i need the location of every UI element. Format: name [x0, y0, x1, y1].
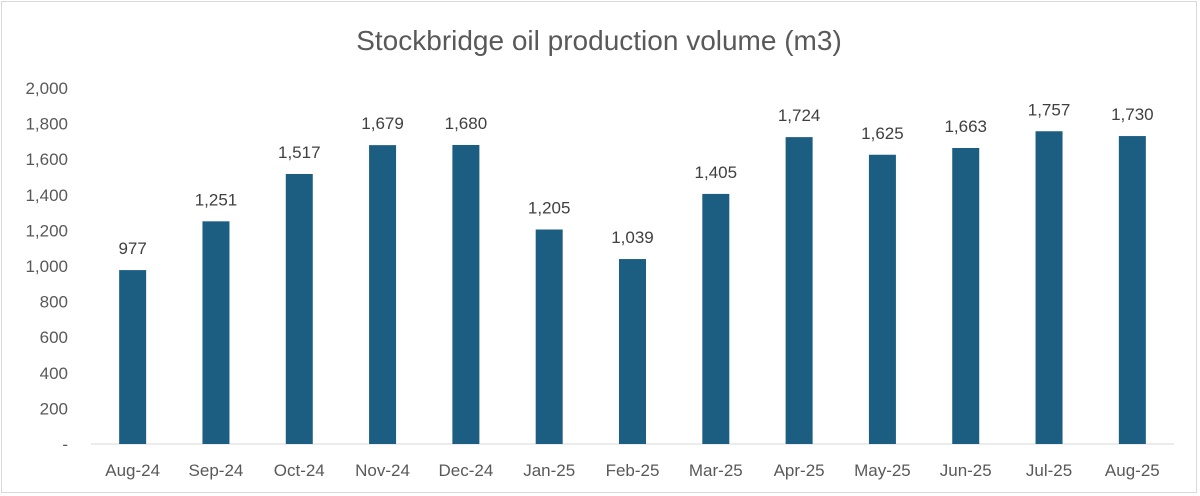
- y-tick-label: 1,400: [25, 186, 68, 205]
- bar-dec-24: [452, 144, 480, 444]
- bar-sep-24: [202, 221, 230, 444]
- y-tick-label: 1,800: [25, 115, 68, 134]
- bar-jan-25: [535, 229, 563, 444]
- data-labels-group: 977 1,251 1,517 1,679 1,680 1,205 1,039 1,405 1,…: [118, 100, 1153, 258]
- data-label: 1,517: [278, 143, 321, 162]
- data-label: 977: [118, 239, 146, 258]
- bar-jul-25: [1035, 131, 1063, 444]
- y-tick-label: 200: [40, 399, 68, 418]
- data-label: 1,663: [944, 117, 987, 136]
- bar-aug-24: [119, 270, 147, 444]
- data-label: 1,730: [1111, 105, 1154, 124]
- data-label: 1,757: [1028, 100, 1071, 119]
- bar-oct-24: [285, 173, 313, 444]
- bar-may-25: [868, 154, 896, 444]
- y-tick-label: 1,600: [25, 150, 68, 169]
- x-tick-label: Jul-25: [1026, 461, 1072, 480]
- y-tick-label: 2,000: [25, 79, 68, 98]
- data-label: 1,251: [195, 190, 238, 209]
- bar-apr-25: [785, 137, 813, 445]
- x-tick-label: Mar-25: [689, 461, 743, 480]
- bar-nov-24: [369, 145, 397, 444]
- x-axis-ticks: Aug-24 Sep-24 Oct-24 Nov-24 Dec-24 Jan-25 Feb-…: [105, 461, 1160, 480]
- x-tick-label: Aug-24: [105, 461, 160, 480]
- data-label: 1,405: [695, 163, 738, 182]
- data-label: 1,680: [445, 114, 488, 133]
- y-axis-ticks: - 200 400 600 800 1,000 1,200 1,400 1,600 1,800 2,…: [25, 79, 68, 454]
- x-tick-label: Apr-25: [774, 461, 825, 480]
- y-tick-label: 600: [40, 328, 68, 347]
- x-tick-label: May-25: [854, 461, 911, 480]
- x-tick-label: Feb-25: [606, 461, 660, 480]
- x-tick-label: Aug-25: [1105, 461, 1160, 480]
- data-label: 1,679: [361, 114, 404, 133]
- bars-group: [119, 131, 1146, 445]
- y-tick-label: 400: [40, 364, 68, 383]
- data-label: 1,039: [611, 228, 654, 247]
- x-tick-label: Nov-24: [355, 461, 410, 480]
- x-tick-label: Jan-25: [523, 461, 575, 480]
- data-label: 1,625: [861, 124, 904, 143]
- bar-feb-25: [619, 259, 646, 444]
- x-tick-label: Oct-24: [274, 461, 325, 480]
- bar-jun-25: [952, 147, 980, 444]
- bar-aug-25: [1118, 136, 1146, 444]
- x-tick-label: Sep-24: [189, 461, 244, 480]
- y-tick-label: 1,000: [25, 257, 68, 276]
- y-tick-label: 1,200: [25, 221, 68, 240]
- data-label: 1,205: [528, 199, 571, 218]
- chart-title: Stockbridge oil production volume (m3): [356, 25, 842, 56]
- y-tick-label: -: [62, 435, 68, 454]
- x-tick-label: Jun-25: [940, 461, 992, 480]
- bar-mar-25: [702, 193, 730, 444]
- y-tick-label: 800: [40, 293, 68, 312]
- x-tick-label: Dec-24: [438, 461, 493, 480]
- data-label: 1,724: [778, 106, 821, 125]
